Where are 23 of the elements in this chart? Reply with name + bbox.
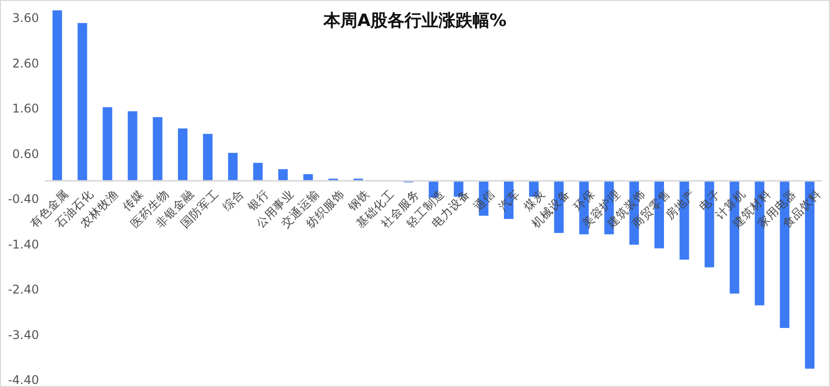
y-tick-label: 3.60 xyxy=(12,11,39,26)
x-tick-label: 通信 xyxy=(470,186,498,214)
bar xyxy=(78,23,88,181)
bar xyxy=(128,111,138,181)
bar xyxy=(278,169,288,181)
bar xyxy=(102,107,112,181)
bar xyxy=(228,152,238,181)
y-tick-label: 0.60 xyxy=(12,146,39,161)
x-tick-label: 综合 xyxy=(220,186,247,214)
y-tick-label: 1.60 xyxy=(12,102,39,116)
y-tick-label: 2.60 xyxy=(12,56,39,70)
bar xyxy=(178,128,188,181)
y-tick-label: -2.40 xyxy=(8,282,39,297)
bar xyxy=(52,10,62,181)
chart-title: 本周A股各行业涨跌幅% xyxy=(322,11,507,31)
bar xyxy=(253,162,263,181)
y-tick-label: -1.40 xyxy=(8,237,39,252)
y-tick-label: -0.40 xyxy=(8,192,39,206)
bar xyxy=(152,117,162,181)
y-tick-label: -4.40 xyxy=(8,373,39,387)
x-tick-label: 汽车 xyxy=(496,186,523,214)
y-tick-label: -3.40 xyxy=(8,328,39,342)
bar xyxy=(203,134,213,181)
